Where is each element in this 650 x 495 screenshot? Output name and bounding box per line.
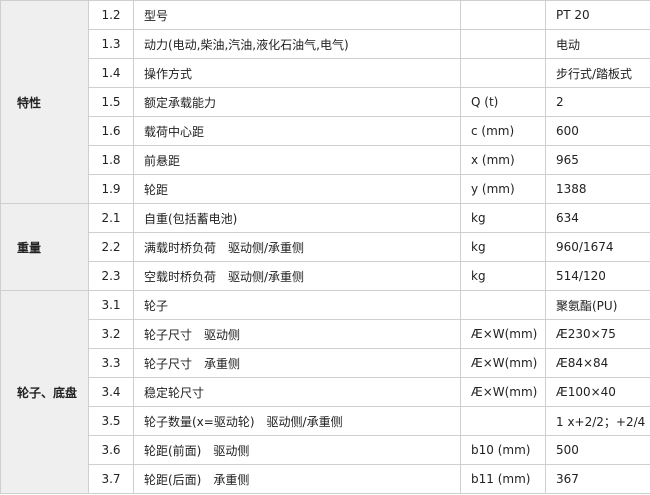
spec-name: 轮子 xyxy=(133,290,461,320)
spec-unit: Q (t) xyxy=(460,87,546,117)
spec-unit: x (mm) xyxy=(460,145,546,175)
row-number: 1.3 xyxy=(88,29,134,59)
spec-value: 367 xyxy=(545,464,650,494)
spec-name: 轮距(后面) 承重侧 xyxy=(133,464,461,494)
spec-name: 轮子数量(x=驱动轮) 驱动侧/承重侧 xyxy=(133,406,461,436)
spec-value: 1388 xyxy=(545,174,650,204)
spec-value: Æ84×84 xyxy=(545,348,650,378)
row-number: 1.6 xyxy=(88,116,134,146)
table-row: 1.3 动力(电动,柴油,汽油,液化石油气,电气) 电动 xyxy=(1,29,650,59)
spec-name: 自重(包括蓄电池) xyxy=(133,203,461,233)
spec-name: 前悬距 xyxy=(133,145,461,175)
spec-unit xyxy=(460,0,546,30)
spec-value: 960/1674 xyxy=(545,232,650,262)
spec-unit: Æ×W(mm) xyxy=(460,319,546,349)
table-row: 3.7 轮距(后面) 承重侧 b11 (mm) 367 xyxy=(1,464,650,494)
spec-unit: kg xyxy=(460,261,546,291)
spec-value: Æ230×75 xyxy=(545,319,650,349)
row-number: 1.9 xyxy=(88,174,134,204)
spec-value: 2 xyxy=(545,87,650,117)
row-number: 3.1 xyxy=(88,290,134,320)
row-number: 3.3 xyxy=(88,348,134,378)
group-label: 轮子、底盘 xyxy=(0,290,89,494)
row-number: 3.5 xyxy=(88,406,134,436)
table-row: 3.3 轮子尺寸 承重侧 Æ×W(mm) Æ84×84 xyxy=(1,348,650,378)
spec-unit: Æ×W(mm) xyxy=(460,348,546,378)
table-row: 1.4 操作方式 步行式/踏板式 xyxy=(1,58,650,88)
spec-value: 514/120 xyxy=(545,261,650,291)
table-row: 2.2 满载时桥负荷 驱动侧/承重侧 kg 960/1674 xyxy=(1,232,650,262)
table-row: 1.6 载荷中心距 c (mm) 600 xyxy=(1,116,650,146)
table-row: 重量 2.1 自重(包括蓄电池) kg 634 xyxy=(0,203,650,291)
spec-value: 634 xyxy=(545,203,650,233)
table-row: 3.6 轮距(前面) 驱动侧 b10 (mm) 500 xyxy=(1,435,650,465)
spec-name: 满载时桥负荷 驱动侧/承重侧 xyxy=(133,232,461,262)
spec-name: 轮子尺寸 承重侧 xyxy=(133,348,461,378)
row-number: 3.4 xyxy=(88,377,134,407)
table-row: 1.5 额定承载能力 Q (t) 2 xyxy=(1,87,650,117)
spec-unit xyxy=(460,29,546,59)
spec-name: 轮距 xyxy=(133,174,461,204)
spec-value: 600 xyxy=(545,116,650,146)
table-row: 3.5 轮子数量(x=驱动轮) 驱动侧/承重侧 1 x+2/2；+2/4 xyxy=(1,406,650,436)
spec-value: 965 xyxy=(545,145,650,175)
row-number: 1.5 xyxy=(88,87,134,117)
group-label: 重量 xyxy=(0,203,89,291)
table-row: 2.3 空载时桥负荷 驱动侧/承重侧 kg 514/120 xyxy=(1,261,650,291)
spec-unit: b11 (mm) xyxy=(460,464,546,494)
spec-name: 稳定轮尺寸 xyxy=(133,377,461,407)
spec-unit: c (mm) xyxy=(460,116,546,146)
table-row: 1.8 前悬距 x (mm) 965 xyxy=(1,145,650,175)
spec-unit: kg xyxy=(460,203,546,233)
spec-unit xyxy=(460,406,546,436)
spec-value: Æ100×40 xyxy=(545,377,650,407)
group-label: 特性 xyxy=(0,0,89,204)
row-number: 3.7 xyxy=(88,464,134,494)
spec-name: 空载时桥负荷 驱动侧/承重侧 xyxy=(133,261,461,291)
spec-unit: y (mm) xyxy=(460,174,546,204)
spec-unit xyxy=(460,58,546,88)
spec-name: 型号 xyxy=(133,0,461,30)
spec-value: 500 xyxy=(545,435,650,465)
row-number: 1.4 xyxy=(88,58,134,88)
spec-value: 1 x+2/2；+2/4 xyxy=(545,406,650,436)
spec-name: 额定承载能力 xyxy=(133,87,461,117)
row-number: 2.3 xyxy=(88,261,134,291)
spec-unit: Æ×W(mm) xyxy=(460,377,546,407)
row-number: 2.2 xyxy=(88,232,134,262)
spec-unit: kg xyxy=(460,232,546,262)
table-row: 轮子、底盘 3.1 轮子 聚氨酯(PU) xyxy=(0,290,650,494)
spec-name: 操作方式 xyxy=(133,58,461,88)
row-number: 1.2 xyxy=(88,0,134,30)
spec-name: 载荷中心距 xyxy=(133,116,461,146)
row-number: 2.1 xyxy=(88,203,134,233)
spec-name: 轮距(前面) 驱动侧 xyxy=(133,435,461,465)
table-row: 3.4 稳定轮尺寸 Æ×W(mm) Æ100×40 xyxy=(1,377,650,407)
spec-value: PT 20 xyxy=(545,0,650,30)
spec-unit xyxy=(460,290,546,320)
spec-value: 聚氨酯(PU) xyxy=(545,290,650,320)
row-number: 1.8 xyxy=(88,145,134,175)
spec-value: 电动 xyxy=(545,29,650,59)
spec-value: 步行式/踏板式 xyxy=(545,58,650,88)
row-number: 3.2 xyxy=(88,319,134,349)
spec-name: 动力(电动,柴油,汽油,液化石油气,电气) xyxy=(133,29,461,59)
table-row: 3.2 轮子尺寸 驱动侧 Æ×W(mm) Æ230×75 xyxy=(1,319,650,349)
table-row: 特性 1.2 型号 PT 20 xyxy=(0,0,650,204)
spec-name: 轮子尺寸 驱动侧 xyxy=(133,319,461,349)
row-number: 3.6 xyxy=(88,435,134,465)
spec-unit: b10 (mm) xyxy=(460,435,546,465)
table-row: 1.9 轮距 y (mm) 1388 xyxy=(1,174,650,204)
